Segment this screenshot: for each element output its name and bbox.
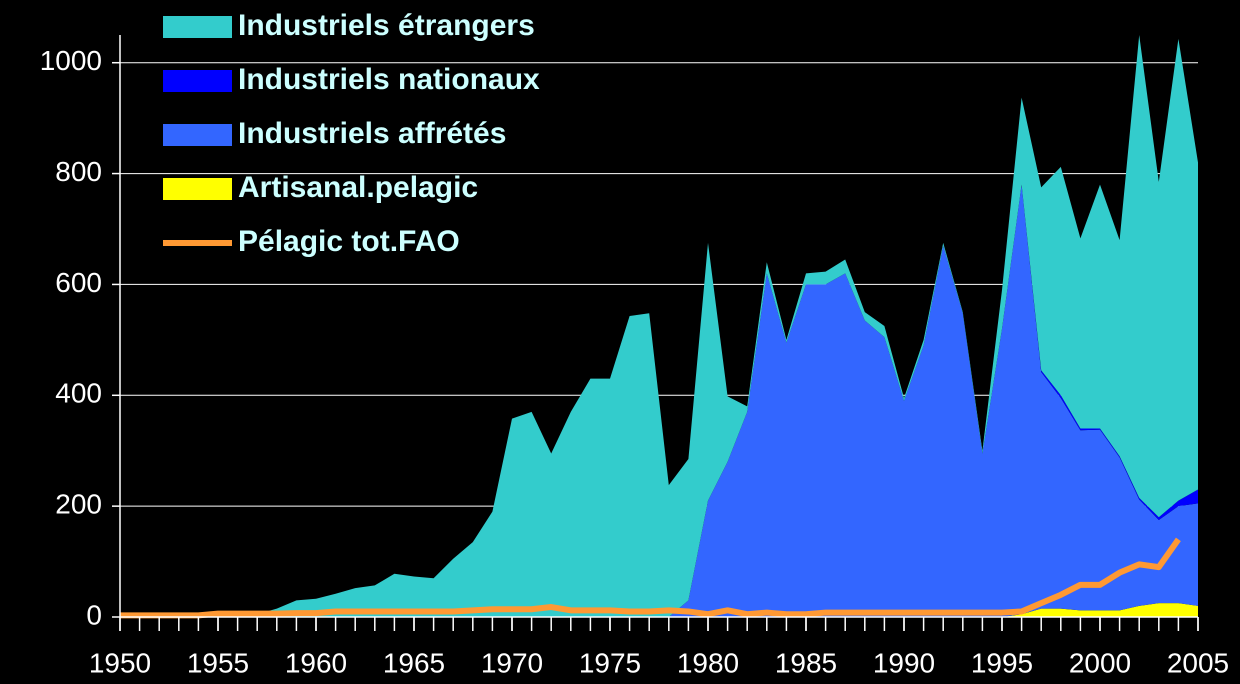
- x-tick-label: 1975: [579, 647, 641, 678]
- legend-label: Industriels affrétés: [238, 117, 506, 150]
- legend-label: Industriels nationaux: [238, 63, 540, 96]
- y-tick-label: 1000: [40, 45, 102, 76]
- legend-label: Industriels étrangers: [238, 9, 535, 42]
- x-tick-label: 1950: [89, 647, 151, 678]
- area: [120, 184, 1198, 617]
- x-tick-label: 1980: [677, 647, 739, 678]
- x-tick-label: 2000: [1069, 647, 1131, 678]
- area: [120, 35, 1198, 617]
- y-tick-label: 800: [55, 156, 102, 187]
- x-tick-label: 1970: [481, 647, 543, 678]
- x-tick-label: 1955: [187, 647, 249, 678]
- legend-swatch: [163, 178, 232, 200]
- x-tick-label: 1990: [873, 647, 935, 678]
- legend-label: Pélagic tot.FAO: [238, 225, 460, 258]
- y-tick-label: 600: [55, 267, 102, 298]
- y-tick-label: 200: [55, 489, 102, 520]
- x-tick-label: 1995: [971, 647, 1033, 678]
- legend-label: Artisanal.pelagic: [238, 171, 478, 204]
- legend-swatch: [163, 16, 232, 38]
- x-tick-label: 1985: [775, 647, 837, 678]
- y-tick-label: 0: [86, 599, 102, 630]
- y-tick-label: 400: [55, 378, 102, 409]
- x-tick-label: 1965: [383, 647, 445, 678]
- legend-swatch: [163, 124, 232, 146]
- x-tick-label: 2005: [1167, 647, 1229, 678]
- line: [120, 537, 1181, 619]
- legend-swatch: [163, 70, 232, 92]
- x-tick-label: 1960: [285, 647, 347, 678]
- area: [120, 603, 1198, 617]
